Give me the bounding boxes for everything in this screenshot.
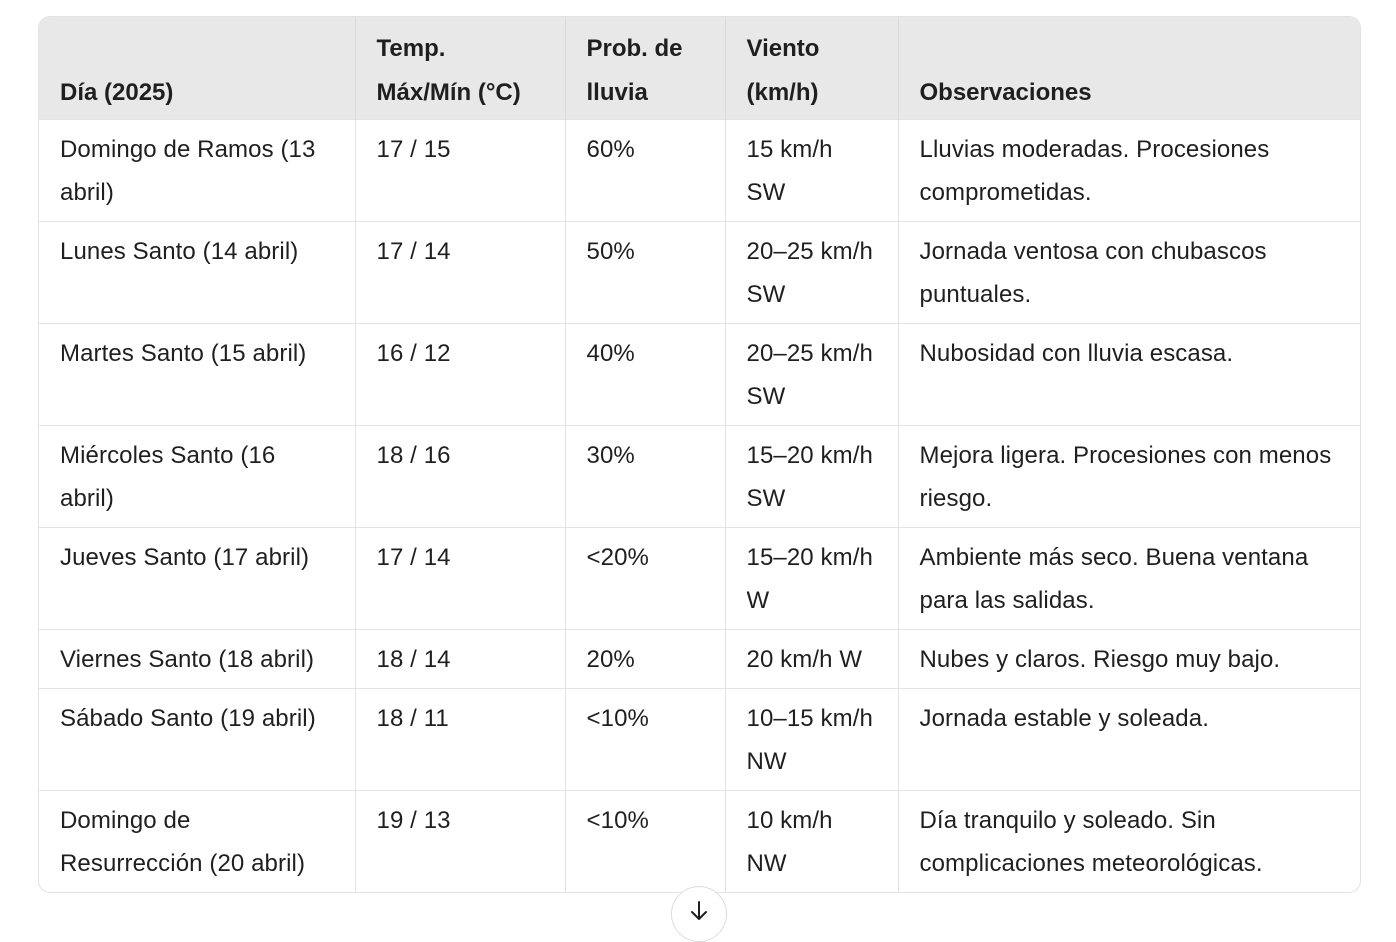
cell-temp: 18 / 14 bbox=[355, 628, 566, 688]
cell-notes: Nubes y claros. Riesgo muy bajo. bbox=[898, 628, 1360, 688]
table-row: Viernes Santo (18 abril) 18 / 14 20% 20 … bbox=[39, 628, 1360, 688]
cell-temp: 19 / 13 bbox=[355, 789, 566, 892]
cell-day: Martes Santo (15 abril) bbox=[39, 322, 356, 425]
cell-wind: 20 km/h W bbox=[725, 628, 899, 688]
cell-wind: 15–20 km/h W bbox=[725, 526, 899, 629]
cell-temp: 17 / 15 bbox=[355, 118, 566, 221]
header-day: Día (2025) bbox=[39, 17, 356, 119]
weather-table-container: Día (2025) Temp. Máx/Mín (°C) Prob. de l… bbox=[38, 16, 1361, 893]
weather-table: Día (2025) Temp. Máx/Mín (°C) Prob. de l… bbox=[39, 17, 1360, 892]
cell-day: Sábado Santo (19 abril) bbox=[39, 687, 356, 790]
cell-notes: Lluvias moderadas. Procesiones compromet… bbox=[898, 118, 1360, 221]
arrow-down-icon bbox=[691, 901, 707, 920]
cell-temp: 18 / 11 bbox=[355, 687, 566, 790]
cell-day: Lunes Santo (14 abril) bbox=[39, 220, 356, 323]
cell-rain: 30% bbox=[565, 424, 726, 527]
cell-wind: 10 km/h NW bbox=[725, 789, 899, 892]
cell-temp: 18 / 16 bbox=[355, 424, 566, 527]
cell-rain: 60% bbox=[565, 118, 726, 221]
cell-rain: <10% bbox=[565, 687, 726, 790]
table-row: Jueves Santo (17 abril) 17 / 14 <20% 15–… bbox=[39, 526, 1360, 629]
cell-day: Viernes Santo (18 abril) bbox=[39, 628, 356, 688]
scroll-down-button[interactable] bbox=[671, 886, 727, 942]
cell-wind: 10–15 km/h NW bbox=[725, 687, 899, 790]
table-row: Miércoles Santo (16 abril) 18 / 16 30% 1… bbox=[39, 424, 1360, 527]
cell-notes: Ambiente más seco. Buena ventana para la… bbox=[898, 526, 1360, 629]
header-temp: Temp. Máx/Mín (°C) bbox=[355, 17, 566, 119]
table-row: Domingo de Ramos (13 abril) 17 / 15 60% … bbox=[39, 118, 1360, 221]
cell-notes: Jornada estable y soleada. bbox=[898, 687, 1360, 790]
header-rain: Prob. de lluvia bbox=[565, 17, 726, 119]
cell-wind: 20–25 km/h SW bbox=[725, 220, 899, 323]
cell-temp: 17 / 14 bbox=[355, 220, 566, 323]
header-notes: Observaciones bbox=[919, 78, 1092, 106]
cell-temp: 17 / 14 bbox=[355, 526, 566, 629]
cell-rain: 50% bbox=[565, 220, 726, 323]
cell-wind: 20–25 km/h SW bbox=[725, 322, 899, 425]
cell-rain: <10% bbox=[565, 789, 726, 892]
cell-notes: Día tranquilo y soleado. Sin complicacio… bbox=[898, 789, 1360, 892]
cell-notes: Mejora ligera. Procesiones con menos rie… bbox=[898, 424, 1360, 527]
cell-temp: 16 / 12 bbox=[355, 322, 566, 425]
cell-day: Jueves Santo (17 abril) bbox=[39, 526, 356, 629]
cell-rain: <20% bbox=[565, 526, 726, 629]
table-row: Lunes Santo (14 abril) 17 / 14 50% 20–25… bbox=[39, 220, 1360, 323]
header-wind: Viento (km/h) bbox=[725, 17, 899, 119]
table-header-row: Día (2025) Temp. Máx/Mín (°C) Prob. de l… bbox=[39, 17, 1360, 119]
cell-notes: Nubosidad con lluvia escasa. bbox=[898, 322, 1360, 425]
cell-day: Domingo de Ramos (13 abril) bbox=[39, 118, 356, 221]
table-row: Martes Santo (15 abril) 16 / 12 40% 20–2… bbox=[39, 322, 1360, 425]
cell-notes: Jornada ventosa con chubascos puntuales. bbox=[898, 220, 1360, 323]
cell-rain: 40% bbox=[565, 322, 726, 425]
cell-wind: 15 km/h SW bbox=[725, 118, 899, 221]
cell-day: Miércoles Santo (16 abril) bbox=[39, 424, 356, 527]
cell-wind: 15–20 km/h SW bbox=[725, 424, 899, 527]
cell-day: Domingo de Resurrección (20 abril) bbox=[39, 789, 356, 892]
cell-rain: 20% bbox=[565, 628, 726, 688]
table-row: Sábado Santo (19 abril) 18 / 11 <10% 10–… bbox=[39, 687, 1360, 790]
table-row: Domingo de Resurrección (20 abril) 19 / … bbox=[39, 789, 1360, 892]
